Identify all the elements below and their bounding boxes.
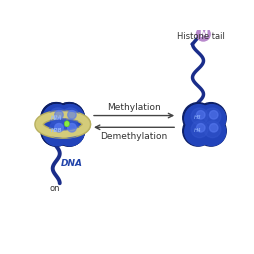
Circle shape bbox=[68, 110, 76, 119]
Text: H4: H4 bbox=[194, 128, 202, 133]
Circle shape bbox=[68, 110, 76, 119]
Circle shape bbox=[204, 108, 221, 125]
Circle shape bbox=[49, 121, 66, 138]
Circle shape bbox=[191, 108, 208, 125]
Circle shape bbox=[55, 123, 63, 132]
Circle shape bbox=[66, 123, 68, 126]
Circle shape bbox=[204, 121, 221, 138]
Circle shape bbox=[56, 118, 84, 146]
Circle shape bbox=[183, 116, 213, 146]
Circle shape bbox=[49, 121, 66, 138]
Circle shape bbox=[41, 103, 71, 133]
Circle shape bbox=[65, 122, 69, 126]
Circle shape bbox=[62, 121, 79, 138]
Text: H2A: H2A bbox=[51, 116, 62, 121]
Circle shape bbox=[54, 116, 84, 146]
Circle shape bbox=[210, 110, 218, 119]
Circle shape bbox=[55, 110, 63, 119]
Circle shape bbox=[198, 105, 226, 133]
Circle shape bbox=[54, 116, 84, 146]
Text: DNA: DNA bbox=[60, 159, 83, 168]
Circle shape bbox=[68, 123, 76, 132]
Circle shape bbox=[41, 116, 71, 146]
Circle shape bbox=[65, 122, 69, 126]
Circle shape bbox=[62, 108, 79, 125]
Circle shape bbox=[41, 103, 71, 133]
Circle shape bbox=[191, 121, 208, 138]
Circle shape bbox=[43, 118, 71, 146]
Text: on: on bbox=[50, 184, 60, 193]
Circle shape bbox=[196, 116, 226, 146]
Circle shape bbox=[197, 123, 205, 132]
Circle shape bbox=[65, 121, 69, 125]
Circle shape bbox=[62, 108, 79, 125]
Text: H2A: H2A bbox=[51, 115, 62, 120]
Circle shape bbox=[56, 105, 84, 133]
Circle shape bbox=[196, 27, 210, 41]
Text: H2B: H2B bbox=[51, 128, 62, 133]
Circle shape bbox=[43, 105, 71, 133]
Circle shape bbox=[65, 121, 69, 125]
Circle shape bbox=[62, 121, 79, 138]
Text: H2B: H2B bbox=[51, 128, 62, 133]
Circle shape bbox=[183, 103, 213, 133]
Text: Demethylation: Demethylation bbox=[101, 132, 168, 141]
Text: Methylation: Methylation bbox=[107, 103, 161, 112]
Circle shape bbox=[68, 123, 76, 132]
Text: M: M bbox=[199, 30, 208, 39]
Circle shape bbox=[210, 123, 218, 132]
Circle shape bbox=[43, 118, 71, 146]
Circle shape bbox=[197, 110, 205, 119]
Circle shape bbox=[54, 103, 84, 133]
Circle shape bbox=[54, 103, 84, 133]
Circle shape bbox=[66, 122, 68, 124]
Circle shape bbox=[185, 105, 213, 133]
Circle shape bbox=[55, 110, 63, 119]
Circle shape bbox=[56, 118, 84, 146]
Circle shape bbox=[55, 123, 63, 132]
Circle shape bbox=[56, 105, 84, 133]
Circle shape bbox=[66, 123, 68, 126]
Circle shape bbox=[43, 105, 71, 133]
Circle shape bbox=[66, 122, 68, 124]
Circle shape bbox=[41, 116, 71, 146]
Text: H3: H3 bbox=[194, 115, 202, 120]
Circle shape bbox=[198, 118, 226, 146]
Circle shape bbox=[196, 103, 226, 133]
Circle shape bbox=[49, 108, 66, 125]
Circle shape bbox=[49, 108, 66, 125]
Circle shape bbox=[185, 118, 213, 146]
Text: Histone tail: Histone tail bbox=[177, 32, 225, 41]
